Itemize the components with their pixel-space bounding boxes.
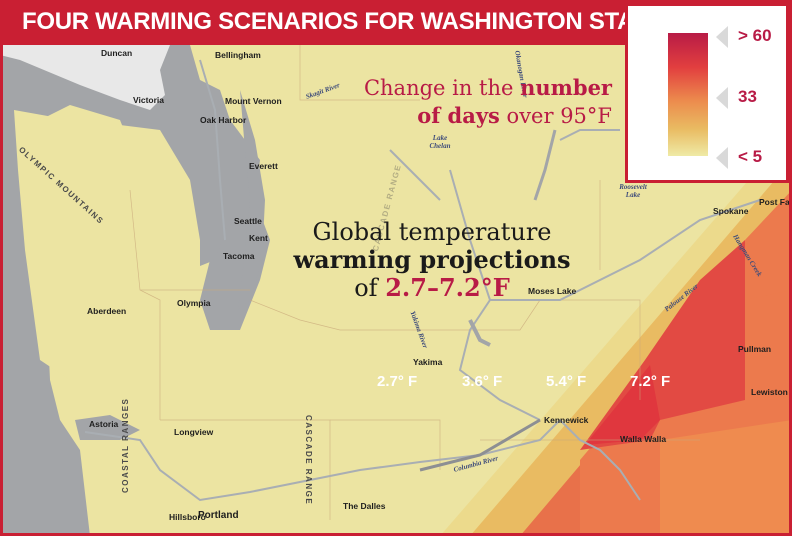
city-label-seattle: Seattle — [234, 216, 262, 226]
legend-subtitle: Change in the number of days over 95°F — [336, 74, 612, 130]
scenario-label-2-7: 2.7° F — [377, 373, 418, 390]
city-label-bellingham: Bellingham — [215, 50, 261, 60]
legend: > 60 33 < 5 — [625, 3, 789, 183]
city-label-mount-vernon: Mount Vernon — [225, 96, 282, 106]
city-label-duncan: Duncan — [101, 48, 133, 58]
subtitle-text-1: Change in the — [363, 76, 521, 100]
legend-tick-marker-mid — [716, 87, 728, 109]
headline-range: 2.7–7.2°F — [385, 273, 510, 302]
city-label-spokane: Spokane — [713, 206, 749, 216]
subtitle-bold-2: of days — [417, 103, 500, 128]
city-label-post-falls: Post Falls — [759, 197, 789, 207]
legend-label-mid: 33 — [738, 87, 757, 106]
range-label-cascade-range-south: CASCADE RANGE — [304, 415, 313, 506]
city-label-aberdeen: Aberdeen — [87, 306, 127, 316]
headline-line-1: Global temperature — [312, 218, 552, 246]
city-label-everett: Everett — [249, 161, 278, 171]
city-label-kent: Kent — [249, 233, 268, 243]
headline-line-2: warming projections — [293, 245, 571, 274]
city-label-portland: Portland — [198, 510, 239, 521]
city-label-oak-harbor: Oak Harbor — [200, 115, 247, 125]
legend-label-low: < 5 — [738, 147, 763, 166]
city-label-walla-walla: Walla Walla — [620, 434, 667, 444]
headline-line-3: of 2.7–7.2°F — [282, 273, 582, 303]
scenario-label-5-4: 5.4° F — [546, 373, 587, 390]
scenario-label-3-6: 3.6° F — [462, 373, 503, 390]
legend-tick-marker-low — [716, 147, 728, 169]
subtitle-bold-1: number — [520, 75, 612, 100]
headline-prefix: of — [354, 274, 386, 302]
city-label-astoria: Astoria — [89, 419, 119, 429]
city-label-kennewick: Kennewick — [544, 415, 589, 425]
subtitle-text-2: over 95°F — [499, 104, 612, 128]
legend-tick-marker-high — [716, 26, 728, 48]
page-title: FOUR WARMING SCENARIOS FOR WASHINGTON ST… — [22, 8, 663, 35]
city-label-victoria: Victoria — [133, 95, 165, 105]
city-label-lewiston: Lewiston — [751, 387, 788, 397]
headline: Global temperature warming projections o… — [282, 218, 582, 302]
city-label-olympia: Olympia — [177, 298, 211, 308]
city-label-yakima: Yakima — [413, 357, 443, 367]
legend-color-scale — [668, 33, 708, 156]
range-label-coastal-ranges: COASTAL RANGES — [121, 397, 130, 493]
city-label-moses-lake: Moses Lake — [528, 286, 577, 296]
scenario-label-7-2: 7.2° F — [630, 373, 671, 390]
water-label-roosevelt-lake: Roosevelt Lake — [619, 183, 647, 199]
city-label-tacoma: Tacoma — [223, 251, 255, 261]
city-label-the-dalles: The Dalles — [343, 501, 386, 511]
city-label-hillsboro: Hillsboro — [169, 512, 206, 522]
water-label-lake-chelan: Lake Chelan — [429, 134, 451, 150]
city-label-pullman: Pullman — [738, 344, 772, 354]
city-label-longview: Longview — [174, 427, 214, 437]
legend-label-high: > 60 — [738, 26, 772, 45]
